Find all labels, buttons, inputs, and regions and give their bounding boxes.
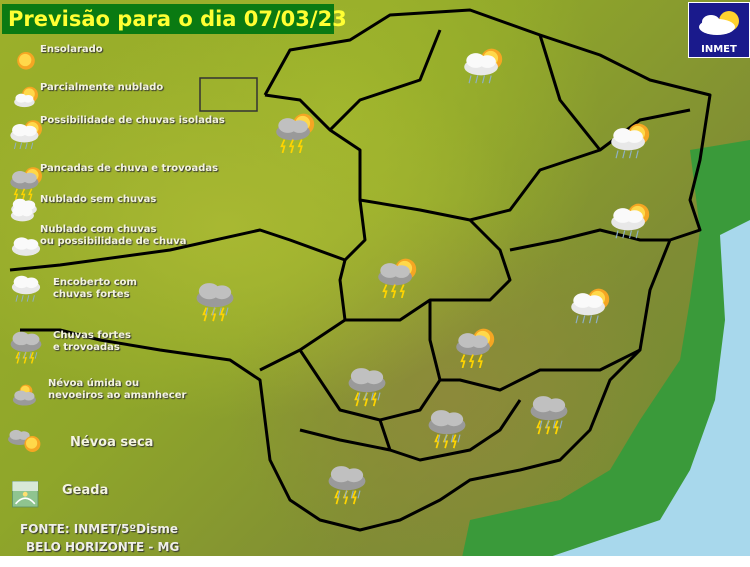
logo-sun-cloud-icon (699, 11, 739, 35)
isolated-showers-icon (464, 48, 503, 84)
legend-label: Parcialmente nublado (40, 82, 163, 94)
district-box (199, 77, 258, 112)
region-border (359, 108, 691, 222)
showers-thunder-icon (276, 113, 315, 153)
partly-cloudy-icon (14, 86, 38, 108)
legend-label: Nublado com chuvas ou possibilidade de ch… (40, 224, 186, 248)
source-credit: FONTE: INMET/5ºDisme BELO HORIZONTE - MG (20, 520, 179, 556)
logo-text: INMET (701, 44, 737, 55)
heavy-rain-thunder-icon (530, 396, 568, 435)
coastal-forest (460, 140, 750, 567)
legend-label-line-2: nevoeiros ao amanhecer (48, 390, 187, 401)
isolated-showers-icon (611, 203, 650, 239)
mist-icon (12, 384, 36, 406)
haze-icon (8, 429, 41, 452)
showers-thunder-icon (456, 328, 495, 368)
legend-label-line-1: Parcialmente nublado (40, 82, 164, 93)
showers-thunder-icon (378, 258, 417, 298)
frost-icon (12, 481, 39, 508)
heavy-rain-thunder-icon (428, 410, 466, 449)
cloudy-icon (10, 198, 37, 222)
region-border (9, 93, 367, 272)
legend-label-line-1: Névoa úmida ou (48, 378, 140, 389)
legend-label: Possibilidade de chuvas isoladas (40, 115, 225, 127)
bottom-strip (0, 556, 750, 567)
legend-label-line-2: e trovoadas (53, 342, 120, 353)
region-border (509, 228, 670, 252)
state-border (20, 8, 712, 532)
showers-thunder-icon (10, 167, 42, 200)
legend-label: Névoa úmida ou nevoeiros ao amanhecer (48, 378, 186, 402)
legend-label: Chuvas fortes e trovoadas (53, 330, 131, 354)
heavy-rain-thunder-icon (328, 466, 366, 505)
legend-label-line-1: Geada (62, 483, 109, 498)
region-border (328, 29, 602, 151)
source-line-2: BELO HORIZONTE - MG (26, 540, 180, 554)
legend-label: Névoa seca (70, 435, 154, 450)
legend-label-line-1: Névoa seca (70, 435, 154, 450)
heavy-rain-thunder-icon (196, 283, 234, 322)
legend-label: Pancadas de chuva e trovoadas (40, 163, 218, 175)
legend-label-line-1: Possibilidade de chuvas isoladas (40, 115, 225, 126)
legend-label-line-1: Chuvas fortes (53, 330, 131, 341)
legend-label-line-1: Encoberto com (53, 277, 137, 288)
legend-label-line-1: Pancadas de chuva e trovoadas (40, 163, 219, 174)
inmet-logo: INMET (688, 2, 750, 58)
isolated-showers-icon (10, 120, 42, 150)
sunny-icon (17, 52, 35, 70)
legend-label-line-1: Ensolarado (40, 44, 103, 55)
heavy-rain-thunder-icon (10, 331, 42, 364)
heavy-rain-thunder-icon (348, 368, 386, 407)
isolated-showers-icon (611, 123, 650, 159)
cloudy-rain-icon (11, 237, 41, 256)
legend-label-line-1: Nublado sem chuvas (40, 194, 157, 205)
region-border (299, 300, 522, 462)
sea (520, 220, 750, 567)
source-line-1: FONTE: INMET/5ºDisme (20, 522, 178, 536)
legend-label: Encoberto com chuvas fortes (53, 277, 137, 301)
isolated-showers-icon (571, 288, 610, 324)
legend-label: Ensolarado (40, 44, 103, 56)
region-borders (9, 8, 712, 532)
legend-label: Nublado sem chuvas (40, 194, 156, 206)
legend-label-line-1: Nublado com chuvas (40, 224, 157, 235)
legend-label-line-2: chuvas fortes (53, 289, 130, 300)
overcast-heavy-rain-icon (11, 275, 41, 302)
page-title: Previsão para o dia 07/03/23 (2, 4, 347, 34)
legend-label-line-2: ou possibilidade de chuva (40, 236, 187, 247)
legend-label: Geada (62, 483, 109, 498)
